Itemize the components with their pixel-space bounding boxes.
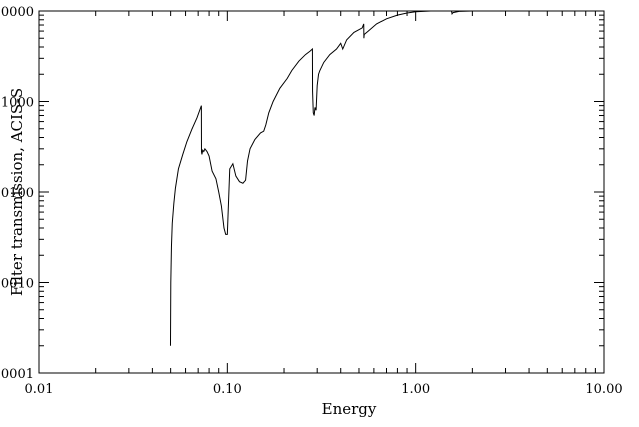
y-tick-label: 0.1000 — [0, 96, 34, 111]
x-tick-label: 0.01 — [25, 382, 54, 397]
x-axis-label: Energy — [322, 400, 377, 418]
series-line — [169, 10, 604, 346]
plot-frame — [38, 10, 605, 374]
y-tick-label: 0.0001 — [0, 367, 34, 382]
y-tick-label: 0.0100 — [0, 186, 34, 201]
y-axis-ticks: 0.0001 0.0010 0.0100 0.1000 1.0000 — [0, 5, 604, 382]
x-tick-label: 1.00 — [401, 382, 430, 397]
minor-ticks — [39, 11, 604, 373]
x-tick-label: 0.10 — [213, 382, 242, 397]
y-tick-label: 1.0000 — [0, 5, 34, 20]
x-axis-ticks: 0.01 0.10 1.00 10.00 — [25, 11, 623, 397]
x-tick-label: 10.00 — [585, 382, 622, 397]
y-tick-label: 0.0010 — [0, 277, 34, 292]
y-axis-label: Filter transmission, ACIS-S — [8, 88, 26, 296]
